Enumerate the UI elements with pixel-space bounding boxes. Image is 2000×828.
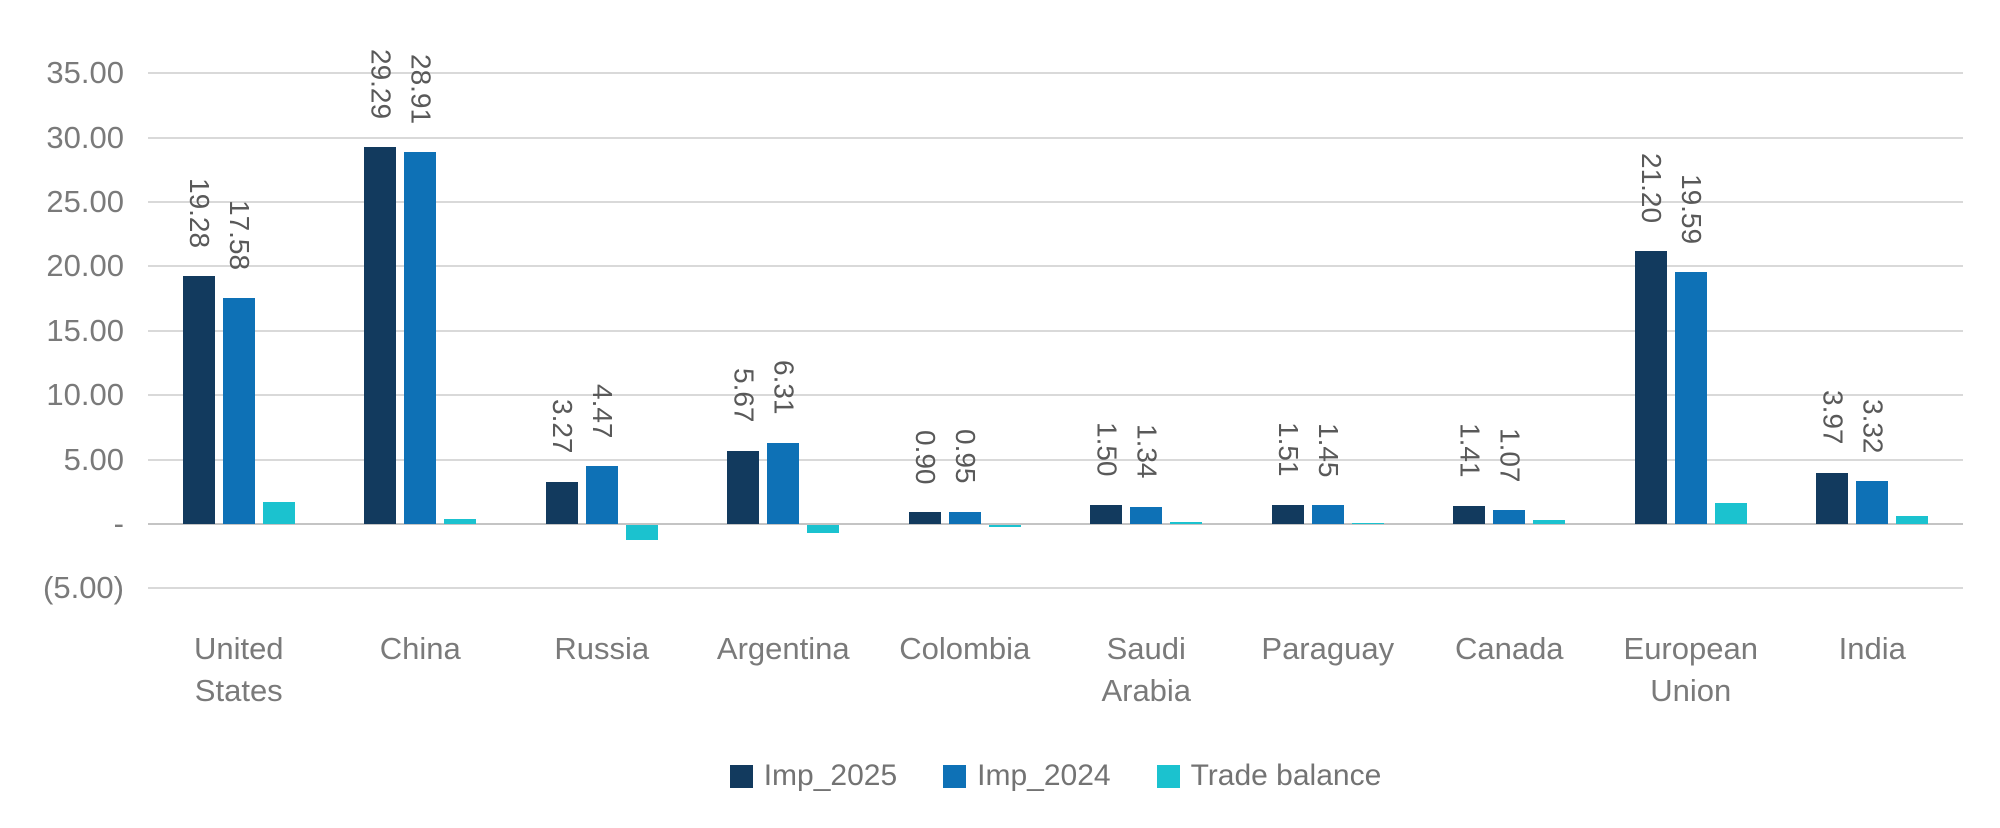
legend-swatch-imp-2025 (729, 764, 753, 788)
data-label: 3.27 (546, 399, 578, 454)
gridline--5 (148, 587, 1963, 590)
y-axis-tick-label: 30.00 (46, 119, 124, 155)
data-label: 0.95 (949, 429, 981, 484)
y-axis-tick-label: 35.00 (46, 55, 124, 91)
data-label: 1.41 (1454, 423, 1486, 478)
legend-item-trade-balance: Trade balance (1156, 759, 1382, 793)
x-axis-label: European Union (1623, 631, 1758, 708)
x-axis-label: India (1838, 631, 1906, 666)
bar-imp-2025-8 (1634, 250, 1667, 524)
data-label: 17.58 (223, 199, 255, 270)
gridline-0 (148, 523, 1963, 525)
data-label: 6.31 (768, 360, 800, 415)
data-label: 1.51 (1272, 422, 1304, 477)
bar-imp-2025-6 (1271, 504, 1304, 524)
bar-imp-2025-1 (364, 146, 397, 524)
data-label: 1.34 (1131, 424, 1163, 479)
bar-imp-2025-9 (1816, 472, 1849, 524)
y-axis-tick-label: 20.00 (46, 248, 124, 284)
data-label: 29.29 (365, 48, 397, 119)
data-label: 3.97 (1817, 390, 1849, 445)
gridline-5 (148, 458, 1963, 461)
legend-swatch-imp-2024 (943, 764, 967, 788)
legend: Imp_2025 Imp_2024 Trade balance (148, 756, 1963, 796)
bar-imp-2024-5 (1130, 506, 1163, 524)
data-label: 21.20 (1635, 152, 1667, 223)
data-label: 19.28 (183, 177, 215, 248)
bar-imp-2025-2 (545, 481, 578, 524)
data-label: 4.47 (586, 383, 618, 439)
legend-label-imp-2025: Imp_2025 (763, 759, 898, 792)
bar-trade-balance-9 (1896, 515, 1929, 524)
bar-imp-2024-7 (1493, 510, 1526, 524)
bar-imp-2024-1 (404, 151, 437, 524)
y-axis-tick-label: 10.00 (46, 377, 124, 413)
bar-trade-balance-6 (1351, 522, 1384, 524)
bar-imp-2025-5 (1090, 504, 1123, 524)
bar-trade-balance-8 (1714, 503, 1747, 524)
legend-item-imp-2025: Imp_2025 (729, 759, 898, 793)
x-axis-label: China (379, 631, 461, 666)
bar-trade-balance-2 (625, 525, 658, 541)
data-label: 1.07 (1494, 427, 1526, 483)
legend-item-imp-2024: Imp_2024 (943, 759, 1111, 793)
x-axis-label: Argentina (716, 631, 850, 666)
bar-imp-2024-3 (767, 442, 800, 524)
y-axis-tick-label: 5.00 (63, 441, 124, 477)
data-label: 28.91 (405, 53, 437, 124)
y-axis-tick-label: 15.00 (46, 312, 124, 348)
bar-trade-balance-5 (1170, 521, 1203, 524)
x-axis-label: United States (193, 631, 284, 708)
gridline-30 (148, 136, 1963, 139)
bar-trade-balance-1 (444, 519, 477, 524)
bar-trade-balance-3 (807, 525, 840, 534)
data-label: 3.32 (1857, 398, 1889, 454)
gridline-20 (148, 265, 1963, 268)
bar-trade-balance-7 (1533, 519, 1566, 524)
bar-imp-2024-0 (222, 297, 255, 524)
bar-imp-2025-3 (727, 450, 760, 524)
x-axis-label: Colombia (899, 631, 1031, 666)
y-axis-tick-label: 25.00 (46, 184, 124, 219)
data-label: 0.90 (909, 429, 941, 485)
x-axis-label: Russia (554, 631, 650, 666)
bar-imp-2025-0 (182, 275, 215, 524)
x-axis-label: Saudi Arabia (1101, 631, 1192, 708)
x-axis-label: Canada (1454, 631, 1564, 666)
data-label: 5.67 (728, 368, 760, 423)
bar-imp-2025-4 (908, 512, 941, 524)
bar-imp-2024-2 (585, 466, 618, 524)
bar-imp-2024-8 (1674, 271, 1707, 524)
legend-label-trade-balance: Trade balance (1190, 759, 1382, 792)
x-axis-label: Paraguay (1261, 631, 1395, 666)
data-label: 1.50 (1091, 422, 1123, 477)
gridline-35 (148, 72, 1963, 75)
legend-label-imp-2024: Imp_2024 (977, 759, 1111, 792)
bar-imp-2024-4 (948, 511, 981, 524)
data-label: 1.45 (1312, 422, 1344, 478)
bar-imp-2024-6 (1311, 505, 1344, 524)
gridline-15 (148, 329, 1963, 332)
legend-swatch-trade-balance (1156, 764, 1180, 788)
gridline-10 (148, 394, 1963, 397)
bar-trade-balance-4 (988, 525, 1021, 527)
bar-imp-2025-7 (1453, 505, 1486, 524)
bar-trade-balance-0 (262, 502, 295, 524)
y-axis-tick-label: - (113, 506, 124, 541)
gridline-25 (148, 201, 1963, 203)
data-label: 19.59 (1675, 173, 1707, 244)
y-axis-tick-label: (5.00) (43, 570, 124, 606)
bar-imp-2024-9 (1856, 481, 1889, 524)
